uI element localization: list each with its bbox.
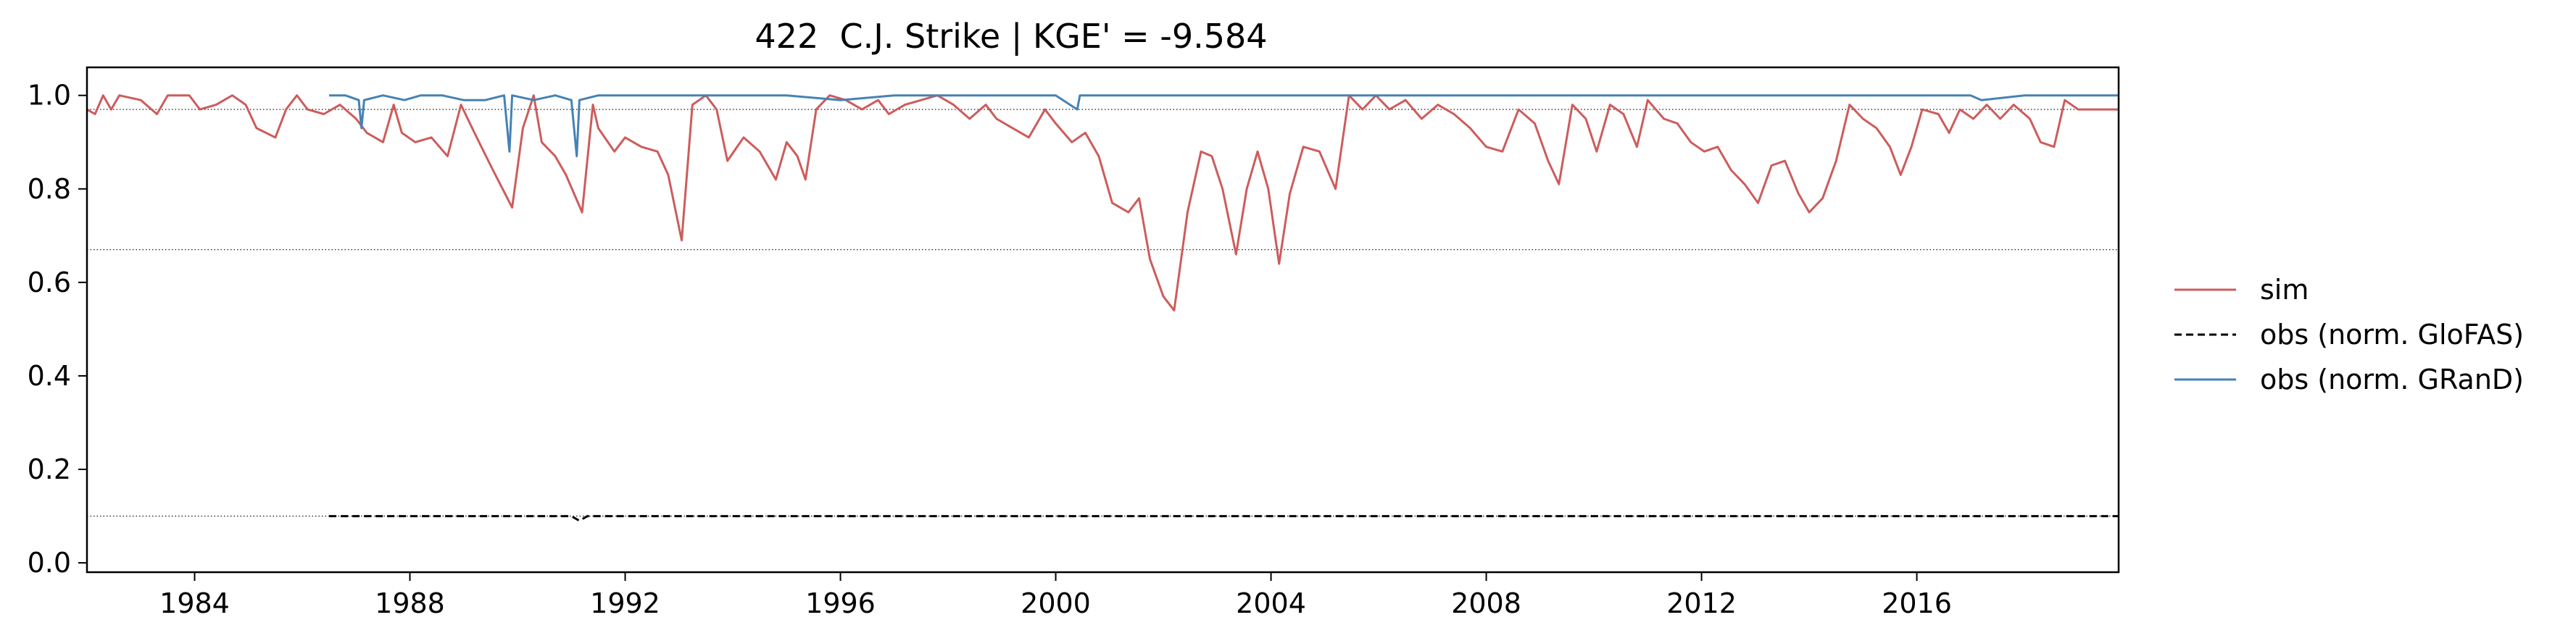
x-tick-label: 2000 (1021, 587, 1091, 619)
legend-label-0: sim (2260, 274, 2309, 306)
series-line-0 (86, 94, 2119, 312)
plot-area-frame (86, 66, 2120, 574)
x-tick-label: 1988 (375, 587, 445, 619)
legend-label-2: obs (norm. GRanD) (2260, 364, 2524, 395)
chart-title: 422 C.J. Strike | KGE' = -9.584 (755, 17, 1267, 56)
legend-label-1: obs (norm. GloFAS) (2260, 319, 2524, 351)
x-tick-label: 1984 (159, 587, 230, 619)
y-tick-label: 0.4 (28, 360, 71, 392)
legend: sim obs (norm. GloFAS) obs (norm. GRanD) (2174, 274, 2524, 395)
x-tick-label: 2008 (1451, 587, 1521, 619)
y-tick-label: 0.2 (28, 453, 71, 485)
series-line-1 (329, 515, 2119, 522)
y-tick-label: 1.0 (28, 80, 71, 112)
y-axis: 0.0 0.2 0.4 0.6 0.8 1.0 (28, 80, 87, 579)
y-tick-label: 0.6 (28, 267, 71, 298)
x-tick-label: 1992 (590, 587, 660, 619)
x-tick-label: 2004 (1236, 587, 1306, 619)
x-tick-label: 2012 (1666, 587, 1737, 619)
series-line-2 (329, 94, 2119, 158)
series-layer (86, 94, 2119, 522)
x-tick-label: 2016 (1882, 587, 1952, 619)
x-tick-label: 1996 (805, 587, 876, 619)
x-axis: 1984 1988 1992 1996 2000 2004 2008 2012 2016 (159, 572, 1952, 619)
y-tick-label: 0.0 (28, 547, 71, 579)
y-tick-label: 0.8 (28, 173, 71, 205)
